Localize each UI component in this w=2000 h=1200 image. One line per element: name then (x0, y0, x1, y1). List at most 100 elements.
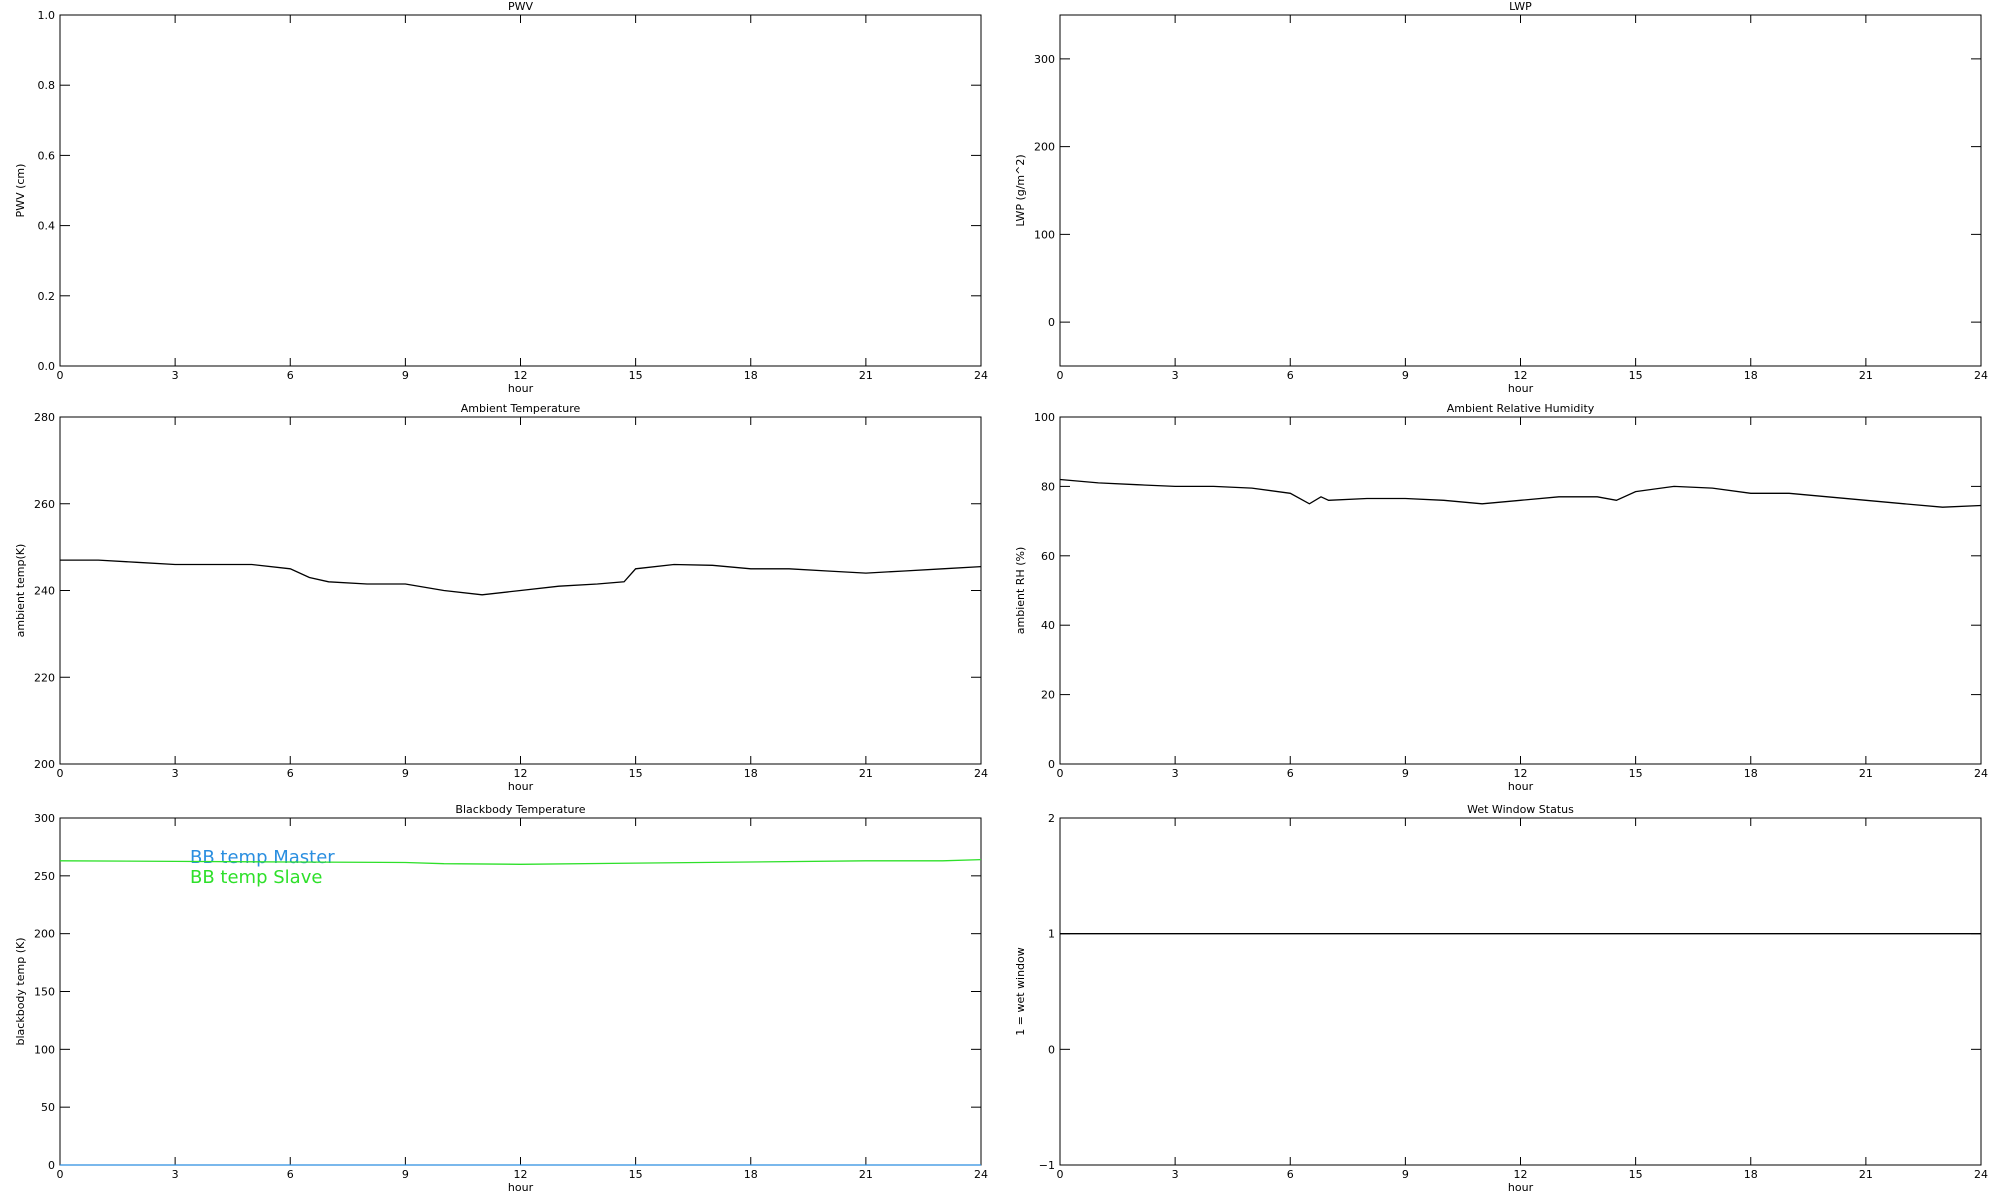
x-tick-label: 9 (1402, 369, 1409, 382)
plot-frame (59, 14, 982, 367)
x-tick-label: 3 (172, 767, 179, 780)
y-tick-label: 200 (1034, 141, 1055, 154)
x-tick-label: 9 (1402, 767, 1409, 780)
x-tick-label: 6 (287, 369, 294, 382)
x-tick-label: 0 (1057, 1168, 1064, 1181)
x-tick-label: 3 (1172, 1168, 1179, 1181)
x-tick-label: 3 (1172, 369, 1179, 382)
y-tick-label: 20 (1041, 689, 1055, 702)
x-tick-label: 24 (1974, 369, 1988, 382)
y-tick-label: −1 (1039, 1159, 1055, 1172)
y-axis-label: blackbody temp (K) (14, 938, 27, 1046)
x-tick-label: 3 (172, 369, 179, 382)
x-tick-label: 0 (57, 767, 64, 780)
x-tick-label: 21 (1859, 1168, 1873, 1181)
x-tick-label: 21 (1859, 767, 1873, 780)
y-tick-label: 60 (1041, 550, 1055, 563)
x-tick-label: 6 (1287, 369, 1294, 382)
data-line (1059, 478, 1982, 508)
y-tick-label: 40 (1041, 619, 1055, 632)
y-axis-label: PWV (cm) (14, 164, 27, 218)
x-tick-label: 9 (402, 1168, 409, 1181)
x-tick-label: 21 (859, 369, 873, 382)
x-tick-label: 12 (514, 767, 528, 780)
x-tick-label: 18 (1744, 369, 1758, 382)
y-axis-label: ambient temp(K) (14, 544, 27, 638)
x-tick-label: 21 (859, 767, 873, 780)
y-tick-label: 300 (1034, 53, 1055, 66)
x-tick-label: 18 (744, 369, 758, 382)
y-axis-label: ambient RH (%) (1014, 547, 1027, 635)
plot-frame (1059, 416, 1982, 765)
y-tick-label: 300 (34, 812, 55, 825)
x-tick-label: 0 (57, 369, 64, 382)
x-tick-label: 15 (1629, 767, 1643, 780)
chart-title: Blackbody Temperature (455, 803, 585, 816)
x-tick-label: 24 (1974, 767, 1988, 780)
x-tick-label: 24 (974, 767, 988, 780)
y-tick-label: 0.6 (38, 149, 56, 162)
y-tick-label: 50 (41, 1101, 55, 1114)
chart-title: PWV (508, 0, 534, 13)
legend-entry: BB temp Master (190, 847, 335, 868)
x-axis-label: hour (1508, 780, 1534, 793)
y-tick-label: 150 (34, 986, 55, 999)
y-axis-label: 1 = wet window (1014, 947, 1027, 1036)
x-tick-label: 12 (1514, 767, 1528, 780)
chart-title: LWP (1509, 0, 1532, 13)
x-tick-label: 24 (974, 1168, 988, 1181)
y-tick-label: 2 (1048, 812, 1055, 825)
x-tick-label: 18 (744, 1168, 758, 1181)
y-tick-label: 0.0 (38, 360, 56, 373)
x-tick-label: 24 (974, 369, 988, 382)
x-tick-label: 15 (629, 767, 643, 780)
x-tick-label: 18 (744, 767, 758, 780)
x-axis-label: hour (508, 780, 534, 793)
plot-frame (1059, 817, 1982, 1166)
x-tick-label: 0 (1057, 767, 1064, 780)
x-tick-label: 9 (402, 767, 409, 780)
x-tick-label: 3 (1172, 767, 1179, 780)
y-tick-label: 200 (34, 758, 55, 771)
legend-entry: BB temp Slave (190, 867, 322, 888)
y-axis-label: LWP (g/m^2) (1014, 154, 1027, 226)
y-tick-label: 0.4 (38, 220, 56, 233)
x-tick-label: 12 (1514, 1168, 1528, 1181)
x-tick-label: 12 (514, 369, 528, 382)
x-tick-label: 0 (57, 1168, 64, 1181)
x-tick-label: 18 (1744, 767, 1758, 780)
y-tick-label: 0.2 (38, 290, 56, 303)
x-tick-label: 12 (1514, 369, 1528, 382)
x-tick-label: 6 (1287, 767, 1294, 780)
y-tick-label: 100 (34, 1043, 55, 1056)
y-tick-label: 240 (34, 585, 55, 598)
x-tick-label: 24 (1974, 1168, 1988, 1181)
x-tick-label: 12 (514, 1168, 528, 1181)
y-tick-label: 0.8 (38, 79, 56, 92)
y-tick-label: 0 (1048, 758, 1055, 771)
x-tick-label: 6 (287, 767, 294, 780)
x-tick-label: 18 (1744, 1168, 1758, 1181)
x-tick-label: 15 (629, 1168, 643, 1181)
y-tick-label: 80 (1041, 480, 1055, 493)
chart-title: Ambient Temperature (461, 402, 581, 415)
y-tick-label: 100 (1034, 411, 1055, 424)
y-tick-label: 220 (34, 671, 55, 684)
y-tick-label: 260 (34, 498, 55, 511)
x-tick-label: 3 (172, 1168, 179, 1181)
x-tick-label: 15 (1629, 1168, 1643, 1181)
x-axis-label: hour (1508, 1181, 1534, 1194)
x-tick-label: 6 (1287, 1168, 1294, 1181)
x-tick-label: 15 (1629, 369, 1643, 382)
x-tick-label: 9 (402, 369, 409, 382)
x-tick-label: 15 (629, 369, 643, 382)
y-tick-label: 1 (1048, 928, 1055, 941)
x-tick-label: 9 (1402, 1168, 1409, 1181)
plot-frame (1059, 14, 1982, 367)
y-tick-label: 0 (1048, 1043, 1055, 1056)
x-axis-label: hour (508, 1181, 534, 1194)
x-axis-label: hour (1508, 382, 1534, 395)
data-line (60, 559, 982, 596)
chart-title: Ambient Relative Humidity (1447, 402, 1595, 415)
x-tick-label: 0 (1057, 369, 1064, 382)
